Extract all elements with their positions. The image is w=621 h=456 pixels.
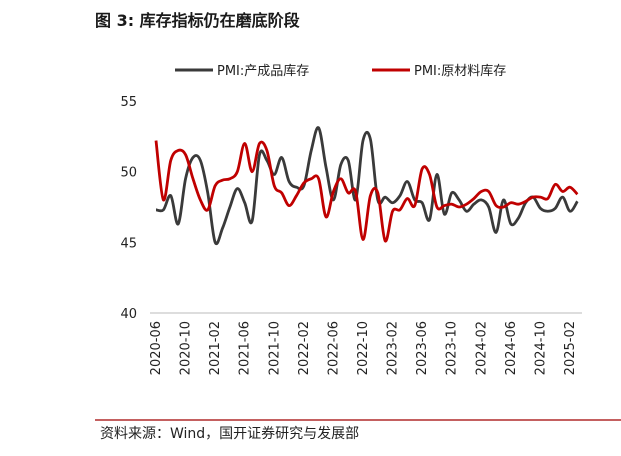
x-tick-label: 2020-10 [179,321,194,375]
x-tick-label: 2024-06 [504,321,519,375]
x-tick-label: 2021-02 [208,321,223,375]
x-tick-label: 2022-10 [356,321,371,375]
chart-title: 图 3: 库存指标仍在磨底阶段 [95,11,301,30]
x-tick-label: 2022-06 [326,321,341,375]
series-line [155,126,579,246]
x-tick-label: 2024-02 [474,321,489,375]
x-tick-label: 2022-02 [297,321,312,375]
x-tick-label: 2023-02 [386,321,401,375]
x-tick-label: 2020-06 [149,321,164,375]
series-line [154,140,579,243]
y-tick-label: 55 [120,95,137,110]
y-tick-label: 45 [120,236,137,251]
x-tick-label: 2023-06 [415,321,430,375]
x-tick-label: 2021-06 [238,321,253,375]
x-tick-label: 2023-10 [445,321,460,375]
legend-label: PMI:产成品库存 [217,63,309,79]
x-tick-label: 2021-10 [267,321,282,375]
y-tick-label: 50 [120,166,137,181]
x-tick-label: 2025-02 [563,321,578,375]
legend-label: PMI:原材料库存 [414,63,506,79]
x-tick-label: 2024-10 [533,321,548,375]
source-note: 资料来源：Wind，国开证券研究与发展部 [100,426,359,442]
y-tick-label: 40 [120,307,137,322]
